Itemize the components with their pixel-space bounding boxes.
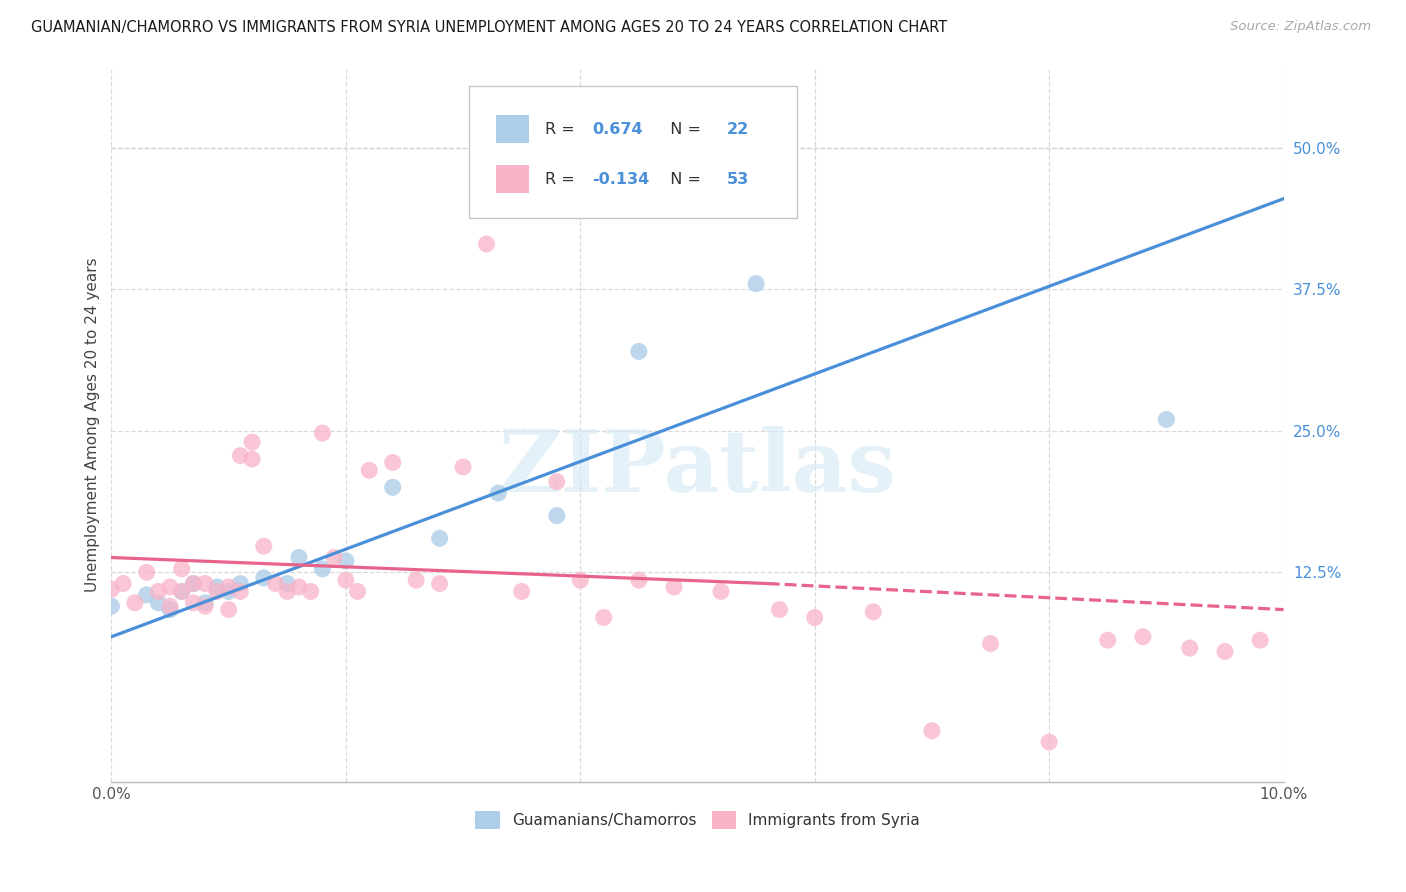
Point xyxy=(1097,633,1119,648)
Point xyxy=(311,425,333,440)
Legend: Guamanians/Chamorros, Immigrants from Syria: Guamanians/Chamorros, Immigrants from Sy… xyxy=(470,805,927,835)
Point xyxy=(592,610,614,624)
Point xyxy=(159,580,181,594)
Point xyxy=(194,596,217,610)
Text: R =: R = xyxy=(546,121,581,136)
Y-axis label: Unemployment Among Ages 20 to 24 years: Unemployment Among Ages 20 to 24 years xyxy=(86,258,100,592)
Point xyxy=(980,636,1002,650)
Point xyxy=(1156,412,1178,426)
Point xyxy=(429,531,451,545)
Point xyxy=(756,135,779,149)
Point xyxy=(276,576,298,591)
Point xyxy=(381,480,404,494)
Text: N =: N = xyxy=(659,171,706,186)
Point xyxy=(205,584,228,599)
Point xyxy=(276,584,298,599)
Point xyxy=(627,573,650,587)
FancyBboxPatch shape xyxy=(496,165,529,194)
Point xyxy=(240,452,263,467)
FancyBboxPatch shape xyxy=(496,115,529,144)
Point xyxy=(183,576,205,591)
Point xyxy=(921,723,943,738)
Point xyxy=(170,584,193,599)
Point xyxy=(264,576,287,591)
Text: 22: 22 xyxy=(727,121,749,136)
Point xyxy=(768,602,790,616)
Point xyxy=(288,580,311,594)
Point xyxy=(288,550,311,565)
Point xyxy=(183,576,205,591)
Point xyxy=(194,576,217,591)
Point xyxy=(170,584,193,599)
Text: Source: ZipAtlas.com: Source: ZipAtlas.com xyxy=(1230,20,1371,33)
Point xyxy=(218,584,240,599)
Point xyxy=(299,584,322,599)
Point xyxy=(148,584,170,599)
Text: 0.674: 0.674 xyxy=(592,121,643,136)
Point xyxy=(335,554,357,568)
Point xyxy=(183,596,205,610)
Point xyxy=(323,550,346,565)
Point xyxy=(229,449,252,463)
Point xyxy=(229,576,252,591)
Text: -0.134: -0.134 xyxy=(592,171,650,186)
Point xyxy=(1178,641,1201,656)
Point xyxy=(429,576,451,591)
Point xyxy=(240,435,263,450)
Point xyxy=(1132,630,1154,644)
Point xyxy=(803,610,825,624)
Point xyxy=(311,562,333,576)
Point xyxy=(486,486,509,500)
Point xyxy=(745,277,768,291)
Point xyxy=(569,573,592,587)
Point xyxy=(1213,644,1236,658)
Point xyxy=(862,605,884,619)
Text: N =: N = xyxy=(659,121,706,136)
Point xyxy=(218,580,240,594)
Point xyxy=(194,599,217,614)
Point xyxy=(359,463,381,477)
Text: 53: 53 xyxy=(727,171,749,186)
Point xyxy=(253,571,276,585)
FancyBboxPatch shape xyxy=(470,87,797,219)
Point xyxy=(218,602,240,616)
Point xyxy=(148,596,170,610)
Point xyxy=(475,237,498,252)
Point xyxy=(627,344,650,359)
Point xyxy=(159,602,181,616)
Point xyxy=(112,576,135,591)
Point xyxy=(205,580,228,594)
Text: GUAMANIAN/CHAMORRO VS IMMIGRANTS FROM SYRIA UNEMPLOYMENT AMONG AGES 20 TO 24 YEA: GUAMANIAN/CHAMORRO VS IMMIGRANTS FROM SY… xyxy=(31,20,948,35)
Point xyxy=(100,599,122,614)
Point xyxy=(710,584,733,599)
Point xyxy=(546,508,568,523)
Text: R =: R = xyxy=(546,171,581,186)
Text: ZIPatlas: ZIPatlas xyxy=(499,425,897,510)
Point xyxy=(546,475,568,489)
Point xyxy=(381,455,404,469)
Point xyxy=(510,584,533,599)
Point xyxy=(1249,633,1271,648)
Point xyxy=(124,596,146,610)
Point xyxy=(451,460,474,475)
Point xyxy=(135,588,157,602)
Point xyxy=(100,582,122,597)
Point xyxy=(346,584,368,599)
Point xyxy=(135,566,157,580)
Point xyxy=(253,539,276,553)
Point xyxy=(159,599,181,614)
Point xyxy=(662,580,685,594)
Point xyxy=(405,573,427,587)
Point xyxy=(1038,735,1060,749)
Point xyxy=(170,562,193,576)
Point xyxy=(335,573,357,587)
Point xyxy=(229,584,252,599)
